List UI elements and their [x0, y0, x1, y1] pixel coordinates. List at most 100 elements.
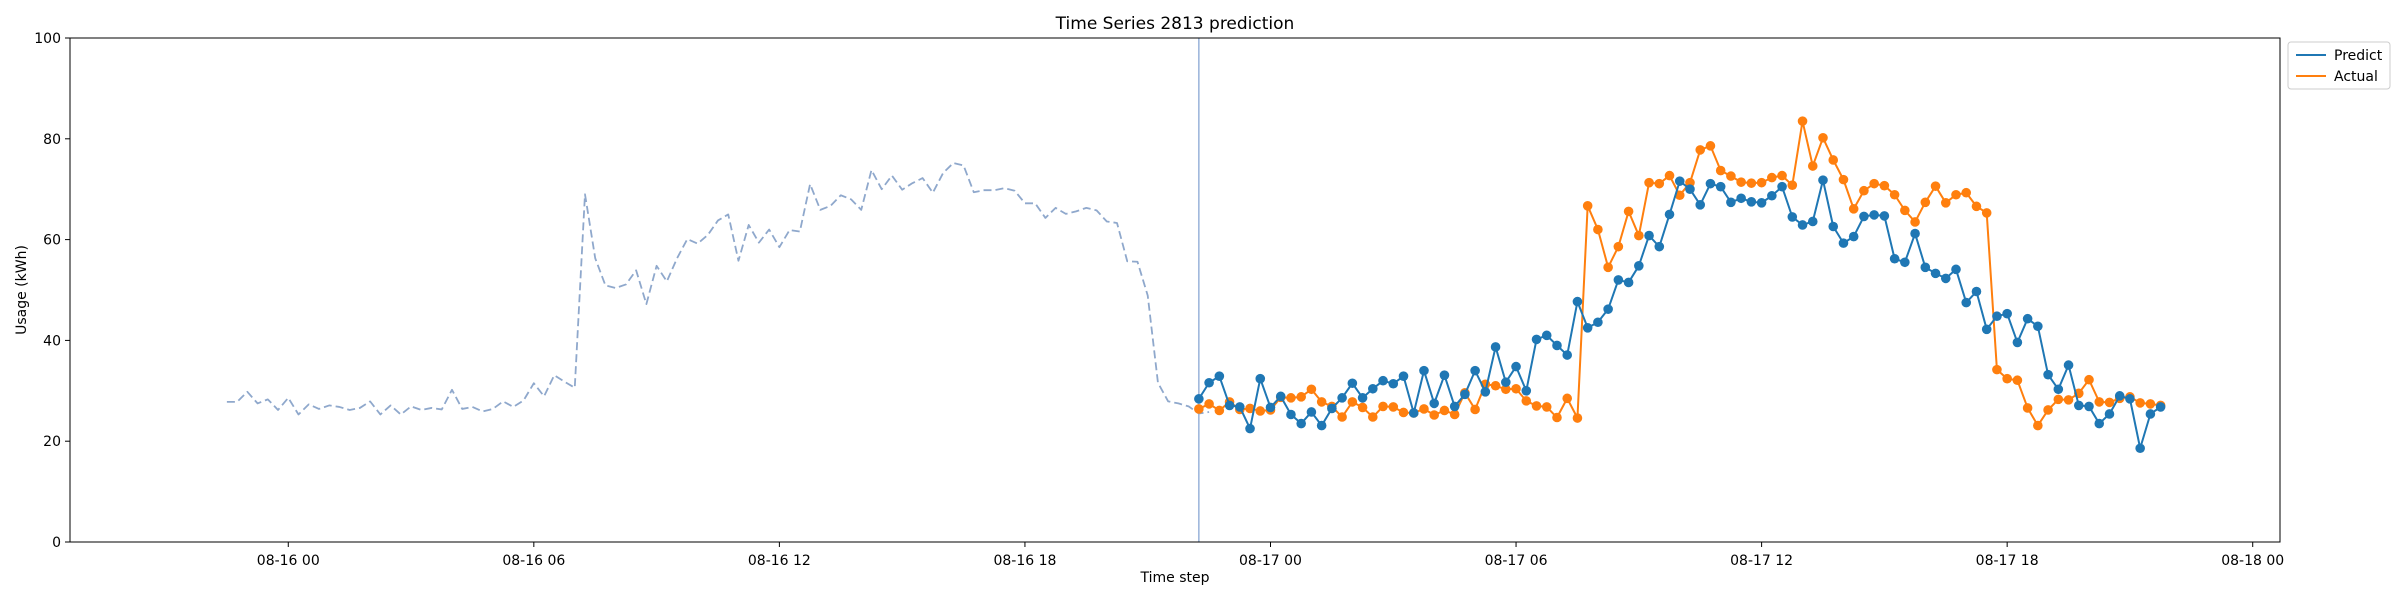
x-tick-label: 08-17 18 [1976, 553, 2039, 569]
data-point-predict [1674, 176, 1685, 186]
data-point-predict [1869, 210, 1879, 220]
data-point-actual [1726, 171, 1736, 181]
data-point-predict [1194, 394, 1204, 404]
data-point-predict [1480, 387, 1491, 397]
data-point-actual [1562, 393, 1573, 404]
data-point-predict [1736, 193, 1746, 204]
data-point-actual [1869, 178, 1879, 189]
data-point-actual [1787, 180, 1798, 190]
data-point-predict [1746, 197, 1757, 207]
series-predict [1194, 175, 2166, 454]
data-point-predict [1654, 241, 1665, 252]
legend-box [2287, 41, 2391, 90]
data-point-predict [2084, 401, 2094, 412]
data-point-predict [1204, 377, 1214, 388]
data-point-predict [1981, 324, 1992, 335]
data-point-predict [1490, 342, 1501, 352]
data-point-predict [2002, 308, 2012, 319]
data-point-predict [2094, 418, 2105, 429]
data-point-predict [1429, 398, 1439, 409]
data-point-actual [1879, 180, 1890, 191]
data-point-predict [2114, 391, 2125, 401]
data-point-predict [1378, 375, 1388, 386]
plot-area [226, 38, 2166, 542]
data-point-predict [1286, 409, 1296, 420]
data-point-predict [1398, 371, 1409, 381]
data-point-actual [1715, 165, 1726, 176]
data-point-predict [1848, 231, 1859, 242]
y-tick-label: 40 [43, 333, 61, 349]
data-point-predict [1439, 370, 1450, 380]
data-point-predict [1705, 178, 1716, 189]
y-axis-title: Usage (kWh) [14, 245, 30, 335]
data-point-actual [1736, 177, 1746, 187]
data-point-actual [1695, 145, 1706, 155]
data-point-actual [2135, 398, 2145, 408]
legend-label-actual: Actual [2334, 69, 2378, 85]
data-point-predict [1756, 198, 1767, 208]
data-point-actual [2053, 394, 2064, 405]
data-point-predict [1235, 402, 1245, 412]
series-actual [1194, 116, 2166, 431]
data-point-actual [1920, 197, 1931, 208]
data-point-predict [1296, 418, 1306, 429]
data-point-actual [1306, 384, 1317, 395]
data-point-predict [1255, 373, 1266, 384]
data-point-actual [1910, 217, 1920, 227]
data-point-actual [1501, 384, 1511, 395]
data-point-actual [1623, 206, 1634, 217]
legend: Predict Actual [2287, 41, 2391, 90]
data-point-actual [1255, 406, 1266, 416]
y-tick-label: 100 [34, 31, 61, 47]
data-point-predict [1992, 311, 2002, 322]
data-point-actual [1705, 141, 1716, 151]
data-point-predict [1460, 389, 1470, 400]
data-point-actual [1961, 187, 1972, 198]
data-point-predict [1357, 393, 1368, 403]
data-point-actual [1511, 383, 1521, 394]
x-tick-label: 08-16 06 [502, 553, 565, 569]
data-point-predict [1879, 211, 1890, 221]
data-point-predict [2063, 360, 2074, 370]
x-tick-label: 08-17 00 [1239, 553, 1302, 569]
data-point-predict [2135, 443, 2145, 454]
data-point-actual [1674, 190, 1685, 201]
x-axis-title: Time step [1140, 570, 1210, 586]
data-point-predict [1306, 407, 1317, 417]
data-point-actual [2094, 397, 2105, 407]
data-point-predict [1337, 393, 1347, 403]
data-point-predict [1634, 261, 1644, 271]
data-point-actual [1951, 189, 1961, 200]
data-point-actual [1490, 380, 1501, 391]
data-point-actual [1756, 177, 1767, 188]
data-point-predict [1940, 273, 1951, 284]
data-point-actual [1582, 201, 1593, 211]
data-point-predict [1347, 378, 1358, 389]
data-point-actual [1439, 405, 1450, 416]
data-point-predict [2053, 384, 2064, 395]
data-point-predict [1521, 386, 1532, 396]
data-point-predict [1593, 317, 1603, 328]
data-point-actual [1419, 404, 1429, 414]
data-point-actual [1245, 403, 1255, 414]
data-point-actual [2043, 405, 2053, 415]
data-point-actual [1838, 174, 1849, 185]
data-point-actual [1593, 224, 1603, 235]
data-point-predict [1971, 286, 1982, 297]
data-point-actual [1613, 241, 1624, 252]
data-point-predict [1777, 181, 1787, 192]
data-point-predict [1797, 220, 1808, 230]
data-point-actual [1654, 178, 1665, 189]
data-point-actual [2084, 374, 2094, 385]
data-point-actual [2063, 395, 2074, 405]
data-point-predict [1889, 253, 1900, 264]
data-point-predict [1419, 365, 1429, 376]
data-point-predict [2043, 369, 2053, 380]
data-point-predict [1859, 211, 1869, 222]
data-point-predict [1920, 262, 1931, 273]
x-tick-label: 08-16 12 [748, 553, 811, 569]
data-point-predict [1214, 371, 1225, 381]
data-point-predict [1828, 221, 1839, 232]
data-point-predict [1715, 181, 1726, 192]
